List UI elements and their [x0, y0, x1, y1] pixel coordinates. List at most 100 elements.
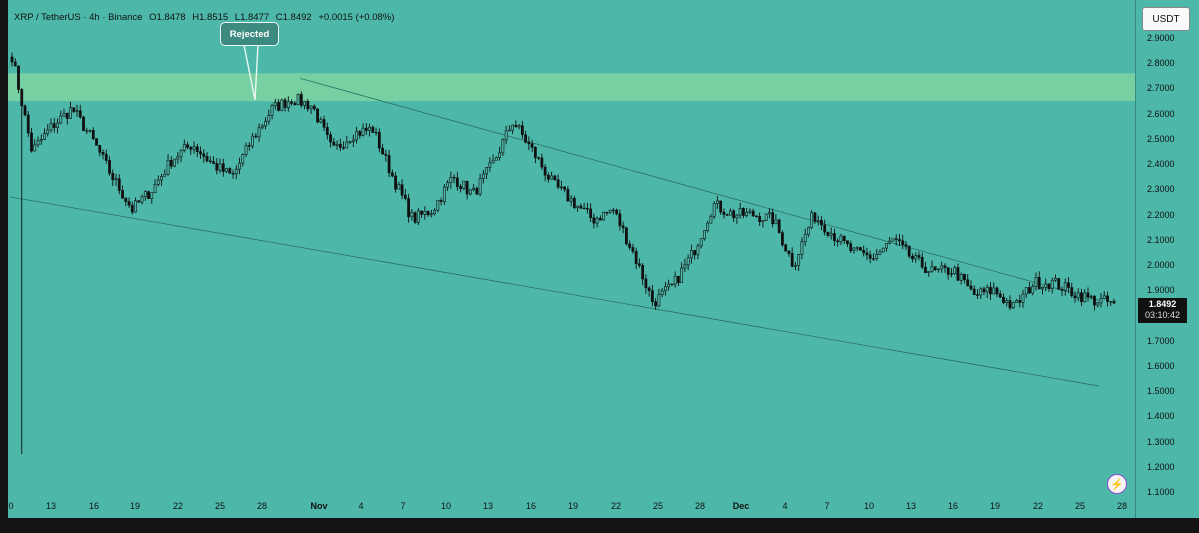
candle [397, 181, 401, 190]
candle [173, 158, 176, 168]
candle [927, 271, 931, 277]
candle [745, 207, 749, 218]
candle [755, 215, 758, 218]
candle [303, 100, 306, 110]
symbol-header: XRP / TetherUS · 4h · Binance O1.8478 H1… [14, 12, 398, 23]
candle [335, 140, 339, 150]
candle [381, 143, 384, 155]
candle [849, 240, 853, 254]
candle [810, 209, 814, 230]
candle [670, 283, 674, 286]
callout-pointer [243, 44, 259, 101]
candle [533, 146, 537, 164]
candle [888, 236, 892, 245]
candle [1021, 289, 1025, 308]
candle [878, 249, 882, 256]
candle [764, 213, 768, 222]
candle [784, 243, 788, 252]
candle [150, 192, 154, 204]
candle [153, 178, 157, 193]
candle [644, 274, 648, 294]
candle [699, 238, 703, 249]
candle [127, 197, 131, 208]
candles-layer [10, 52, 1116, 455]
candle [846, 240, 849, 247]
candle [30, 127, 33, 153]
lightning-logo-icon[interactable]: ⚡ [1107, 474, 1127, 494]
candle [163, 169, 167, 177]
candle [43, 128, 46, 141]
candle [189, 145, 193, 155]
candle [829, 227, 833, 240]
price-chart[interactable] [0, 0, 1199, 518]
candle [49, 118, 53, 133]
candle [98, 144, 102, 157]
candle [394, 172, 397, 193]
candle [1031, 283, 1035, 296]
candle [690, 244, 693, 264]
price-tick-label: 1.1000 [1147, 487, 1175, 497]
lower-trendline [9, 196, 1100, 387]
current-price-label: 1.8492 [1148, 299, 1177, 309]
candle [1083, 289, 1087, 303]
currency-button[interactable]: USDT [1142, 7, 1190, 31]
candle [247, 142, 251, 151]
candle [527, 136, 531, 151]
candle [329, 131, 332, 148]
candle [686, 254, 690, 271]
symbol-label: XRP / TetherUS · 4h · Binance [14, 12, 143, 23]
candle [416, 208, 420, 226]
candle [650, 284, 654, 307]
candle [732, 209, 736, 222]
candle [368, 123, 371, 137]
candle [1070, 282, 1074, 298]
price-tick-label: 1.7000 [1147, 335, 1175, 346]
candle [338, 138, 342, 152]
price-tick-label: 2.6000 [1147, 108, 1175, 119]
time-tick-label: 25 [1074, 501, 1086, 511]
time-tick-label: 22 [610, 501, 622, 511]
time-tick-label: 25 [652, 501, 664, 511]
candle [1050, 277, 1054, 294]
candle [462, 180, 466, 191]
candle [39, 134, 43, 145]
candle [800, 237, 804, 260]
candle [475, 186, 479, 196]
candle [273, 98, 277, 110]
candle [33, 139, 37, 152]
candle [865, 247, 869, 261]
candle [872, 253, 875, 262]
candle [56, 118, 59, 134]
candle [234, 165, 238, 180]
candle [657, 288, 661, 308]
candle [1102, 291, 1106, 300]
time-tick-label: 4 [358, 501, 364, 511]
candle [75, 104, 79, 118]
candle [517, 123, 521, 130]
candle [816, 215, 820, 226]
candle [982, 286, 986, 296]
candle [663, 281, 667, 296]
candle [1044, 278, 1048, 292]
price-axis[interactable] [1135, 0, 1199, 518]
time-tick-label: 7 [824, 501, 830, 511]
candle [546, 172, 550, 183]
candle [641, 263, 645, 286]
candle [1015, 298, 1018, 303]
candle [729, 208, 732, 216]
time-tick-label: Dec [732, 501, 750, 511]
candle [1067, 276, 1070, 293]
candle [36, 136, 40, 148]
candle [1005, 298, 1009, 307]
time-tick-label: 16 [947, 501, 959, 511]
candle [455, 171, 459, 191]
candle [195, 143, 199, 158]
candle [677, 275, 680, 287]
candle [725, 213, 729, 216]
candle [377, 128, 381, 153]
candle [264, 117, 267, 130]
candle [647, 286, 651, 297]
candle [566, 186, 570, 202]
candle [312, 104, 316, 111]
candle [208, 156, 212, 164]
